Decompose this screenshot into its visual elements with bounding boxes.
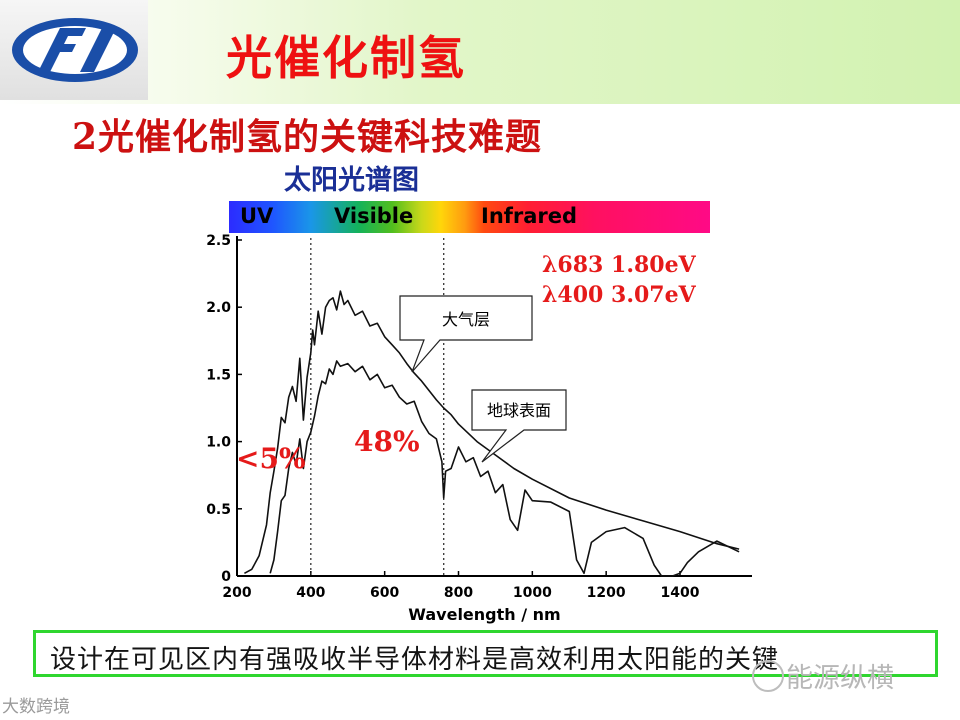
- y-tick-label-0: 0: [221, 569, 231, 585]
- logo: [0, 0, 148, 100]
- callout-atmosphere-label: 大气层: [442, 310, 490, 329]
- spectrum-bar: [229, 201, 710, 233]
- x-tick-label-4: 1000: [513, 585, 552, 601]
- x-tick-label-3: 800: [444, 585, 473, 601]
- x-tick-label-1: 400: [296, 585, 325, 601]
- x-tick-label-5: 1200: [587, 585, 626, 601]
- visible-percent-label: 48%: [354, 425, 420, 458]
- series-line-1: [269, 360, 740, 577]
- y-tick-label-3: 1.5: [206, 367, 231, 383]
- watermark-left: 大数跨境: [2, 697, 70, 717]
- section-subtitle: 2光催化制氢的关键科技难题: [72, 116, 543, 158]
- chart-heading: 太阳光谱图: [284, 165, 419, 196]
- spectrum-label-uv: UV: [240, 204, 274, 228]
- wechat-icon: [752, 660, 784, 692]
- y-tick-label-5: 2.5: [206, 233, 231, 249]
- header-banner: [0, 0, 960, 104]
- x-tick-label-6: 1400: [661, 585, 700, 601]
- conclusion-box: 设计在可见区内有强吸收半导体材料是高效利用太阳能的关键: [33, 630, 938, 677]
- series-line-0: [244, 290, 740, 575]
- x-tick-label-2: 600: [370, 585, 399, 601]
- y-tick-label-2: 1.0: [206, 435, 231, 451]
- bandgap-line-1: λ683 1.80eV: [542, 252, 696, 278]
- callout-atmosphere: [399, 295, 533, 373]
- callout-surface: [471, 389, 567, 463]
- bandgap-line-2: λ400 3.07eV: [542, 282, 696, 308]
- x-axis-label: Wavelength / nm: [408, 605, 560, 624]
- spectrum-label-visible: Visible: [334, 204, 414, 228]
- chart-marks: [244, 238, 740, 577]
- conclusion-text: 设计在可见区内有强吸收半导体材料是高效利用太阳能的关键: [50, 645, 780, 675]
- y-tick-label-1: 0.5: [206, 502, 231, 518]
- logo-icon: [12, 18, 138, 82]
- uv-percent-label: <5%: [236, 442, 306, 475]
- watermark-right: 能源纵横: [786, 663, 894, 694]
- spectrum-label-infrared: Infrared: [481, 204, 578, 228]
- callout-surface-label: 地球表面: [487, 401, 551, 420]
- y-tick-label-4: 2.0: [206, 300, 231, 316]
- x-tick-label-0: 200: [222, 585, 251, 601]
- chart-labels: 200 400 600 800 1000 1200 1400 0 0.5 1.0 1.5 2.0 2.5…: [206, 233, 700, 624]
- page-title: 光催化制氢: [226, 31, 466, 85]
